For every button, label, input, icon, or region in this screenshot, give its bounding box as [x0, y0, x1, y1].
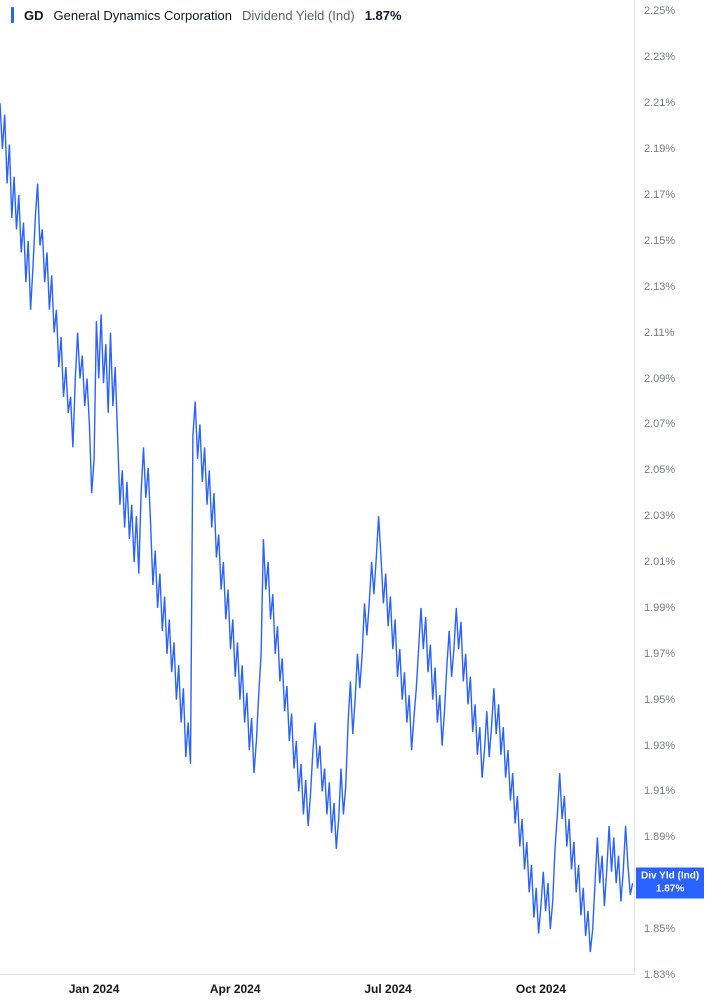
- chart-container: GD General Dynamics Corporation Dividend…: [0, 0, 717, 1005]
- series-line: [0, 103, 633, 952]
- y-tick-label: 1.89%: [644, 831, 675, 843]
- x-tick-label: Jan 2024: [69, 982, 120, 996]
- y-tick-label: 1.97%: [644, 648, 675, 660]
- y-tick-label: 2.11%: [644, 327, 674, 339]
- y-tick-label: 1.91%: [644, 785, 675, 797]
- company-name: General Dynamics Corporation: [54, 8, 232, 23]
- metric-label: Dividend Yield (Ind): [242, 8, 355, 23]
- y-tick-label: 2.07%: [644, 418, 675, 430]
- y-tick-label: 2.09%: [644, 373, 675, 385]
- x-tick-label: Jul 2024: [364, 982, 411, 996]
- y-tick-label: 2.15%: [644, 235, 675, 247]
- y-tick-label: 2.05%: [644, 464, 675, 476]
- x-tick-label: Oct 2024: [516, 982, 566, 996]
- y-tick-label: 1.85%: [644, 923, 675, 935]
- chart-header: GD General Dynamics Corporation Dividend…: [5, 5, 408, 25]
- y-tick-label: 2.21%: [644, 97, 675, 109]
- line-chart-svg: [0, 0, 635, 975]
- current-value-badge: Div Yld (Ind) 1.87%: [636, 868, 704, 899]
- x-axis: Jan 2024 Apr 2024 Jul 2024 Oct 2024: [0, 976, 635, 1005]
- plot-area[interactable]: [0, 0, 635, 975]
- ticker-accent-bar: [11, 7, 14, 23]
- metric-value: 1.87%: [365, 8, 402, 23]
- y-tick-label: 2.17%: [644, 189, 675, 201]
- y-axis: 2.25% 2.23% 2.21% 2.19% 2.17% 2.15% 2.13% 2.11%…: [636, 0, 717, 975]
- y-tick-label: 1.99%: [644, 602, 675, 614]
- badge-label: Div Yld (Ind): [641, 871, 699, 884]
- y-tick-label: 2.25%: [644, 5, 675, 17]
- y-tick-label: 2.01%: [644, 556, 675, 568]
- y-tick-label: 2.23%: [644, 51, 675, 63]
- badge-value: 1.87%: [641, 883, 699, 896]
- x-tick-label: Apr 2024: [210, 982, 261, 996]
- y-tick-label: 2.13%: [644, 281, 675, 293]
- y-tick-label: 1.95%: [644, 694, 675, 706]
- y-tick-label: 1.83%: [644, 969, 675, 981]
- y-tick-label: 1.93%: [644, 740, 675, 752]
- y-tick-label: 2.19%: [644, 143, 675, 155]
- ticker-symbol: GD: [24, 8, 44, 23]
- y-tick-label: 2.03%: [644, 510, 675, 522]
